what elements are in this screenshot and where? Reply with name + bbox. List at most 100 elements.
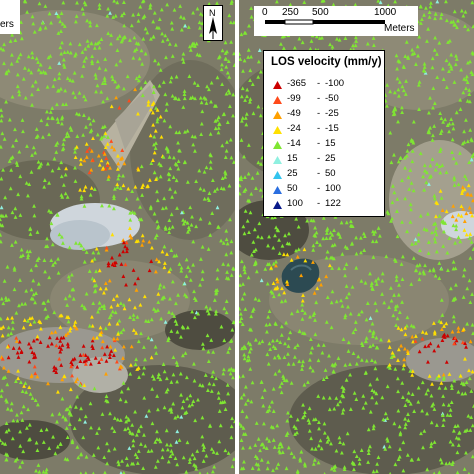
ps-point xyxy=(31,21,36,26)
ps-point xyxy=(4,213,8,218)
ps-point xyxy=(80,50,85,54)
ps-point xyxy=(302,382,307,387)
ps-point xyxy=(43,4,48,8)
ps-point xyxy=(222,111,227,116)
ps-point xyxy=(188,47,193,52)
ps-point xyxy=(242,264,247,269)
ps-point xyxy=(205,333,210,338)
ps-point xyxy=(182,89,187,93)
ps-point xyxy=(349,241,354,246)
ps-point xyxy=(227,346,232,350)
ps-point xyxy=(36,256,41,261)
ps-point xyxy=(240,296,245,301)
ps-point xyxy=(90,61,95,66)
ps-point xyxy=(463,391,468,396)
ps-point xyxy=(59,174,64,179)
ps-point xyxy=(314,300,319,305)
ps-point xyxy=(178,4,183,8)
ps-point xyxy=(191,10,196,15)
ps-point xyxy=(371,423,376,428)
ps-point xyxy=(73,53,77,58)
ps-point xyxy=(278,340,283,345)
ps-point xyxy=(283,341,287,346)
ps-point xyxy=(420,329,425,334)
ps-point xyxy=(448,439,453,444)
legend-range-high: 100 xyxy=(325,183,341,194)
ps-point xyxy=(157,259,161,264)
ps-point xyxy=(301,330,305,335)
ps-point xyxy=(397,310,402,315)
ps-point xyxy=(68,50,73,55)
ps-point xyxy=(462,467,467,471)
ps-point xyxy=(341,337,346,341)
ps-point xyxy=(248,342,253,347)
ps-point xyxy=(370,395,375,400)
ps-point xyxy=(285,241,290,246)
ps-point xyxy=(112,416,117,420)
ps-point xyxy=(340,385,345,389)
ps-point xyxy=(252,227,257,232)
ps-point xyxy=(38,340,43,344)
ps-point xyxy=(180,405,185,410)
legend-range-high: -50 xyxy=(325,93,339,104)
ps-point xyxy=(59,11,64,15)
ps-point xyxy=(173,96,178,101)
ps-point xyxy=(9,407,14,412)
ps-point xyxy=(155,119,160,124)
ps-point xyxy=(243,432,248,436)
ps-point xyxy=(62,50,67,54)
ps-point xyxy=(302,0,307,5)
ps-point xyxy=(245,87,250,92)
ps-point xyxy=(30,102,34,107)
ps-point xyxy=(232,20,235,25)
ps-point xyxy=(157,161,162,166)
ps-point xyxy=(222,367,226,372)
ps-point xyxy=(54,11,59,16)
ps-point xyxy=(253,247,258,252)
ps-point xyxy=(118,397,123,402)
ps-point xyxy=(6,297,11,302)
ps-point xyxy=(265,466,270,471)
ps-point xyxy=(216,395,221,400)
ps-point xyxy=(193,315,197,320)
ps-point xyxy=(271,261,276,266)
ps-point xyxy=(124,399,128,404)
ps-point xyxy=(201,346,206,351)
ps-point xyxy=(60,194,65,199)
ps-point xyxy=(168,454,173,459)
ps-point xyxy=(303,258,308,263)
ps-point xyxy=(399,105,404,110)
ps-point xyxy=(169,380,174,384)
ps-point xyxy=(173,42,178,47)
ps-point xyxy=(39,118,44,123)
ps-point xyxy=(353,320,358,324)
ps-point xyxy=(121,86,126,91)
ps-point xyxy=(209,389,214,393)
ps-point xyxy=(332,369,336,374)
ps-point xyxy=(373,359,378,364)
ps-point xyxy=(103,131,108,136)
ps-point xyxy=(229,435,234,440)
ps-point xyxy=(87,146,92,151)
ps-point xyxy=(121,274,126,279)
ps-point xyxy=(308,314,312,319)
ps-point xyxy=(107,448,111,453)
ps-point xyxy=(198,216,203,221)
ps-point xyxy=(27,182,32,187)
ps-point xyxy=(207,198,212,203)
ps-point xyxy=(97,162,102,167)
ps-point xyxy=(357,312,361,317)
ps-point xyxy=(462,219,467,224)
ps-point xyxy=(338,399,343,404)
ps-point xyxy=(432,47,437,52)
ps-point xyxy=(16,376,20,381)
ps-point xyxy=(270,215,275,220)
ps-point xyxy=(59,363,64,367)
ps-point xyxy=(6,368,11,373)
ps-point xyxy=(281,252,286,257)
ps-point xyxy=(30,55,35,60)
ps-point xyxy=(111,15,116,19)
ps-point xyxy=(197,20,202,25)
ps-point xyxy=(64,102,68,107)
ps-point xyxy=(121,173,125,178)
